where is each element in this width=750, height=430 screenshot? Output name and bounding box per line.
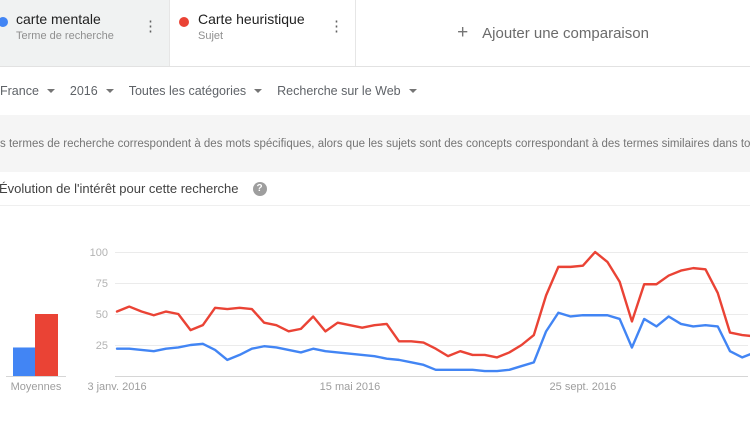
series-color-dot-blue [0, 17, 8, 27]
add-comparison-label: Ajouter une comparaison [482, 24, 649, 42]
filter-search-type-label: Recherche sur le Web [277, 84, 401, 98]
interest-over-time-chart: 25 50 75 100 Moyennes 3 janv. 2016 15 mai 2016… [6, 247, 750, 393]
filter-search-type-dropdown[interactable]: Recherche sur le Web [277, 84, 417, 98]
more-options-icon[interactable]: ⋮ [143, 18, 158, 35]
average-bar-red [35, 314, 58, 376]
term-type-label: Sujet [198, 30, 224, 42]
comparison-term-card-carte-mentale[interactable]: carte mentale Terme de recherche ⋮ [0, 0, 170, 66]
help-icon[interactable]: ? [252, 181, 267, 196]
average-bar-blue [13, 347, 35, 376]
term-type-label: Terme de recherche [16, 30, 114, 42]
y-tick-label: 75 [96, 278, 108, 290]
x-tick-label: 15 mai 2016 [320, 381, 381, 393]
filter-region-dropdown[interactable]: France [0, 84, 55, 98]
filter-period-label: 2016 [69, 84, 98, 98]
averages-label: Moyennes [11, 381, 62, 393]
trend-line-carte-heuristique [115, 250, 750, 359]
x-tick-label: 25 sept. 2016 [550, 381, 617, 393]
notice-text: s termes de recherche correspondent à de… [0, 137, 750, 150]
filter-period-dropdown[interactable]: 2016 [70, 84, 114, 98]
chevron-down-icon [408, 89, 417, 93]
plus-icon: + [457, 22, 469, 43]
more-options-icon[interactable]: ⋮ [329, 18, 344, 35]
add-comparison-button[interactable]: + Ajouter une comparaison [356, 0, 750, 66]
comparison-term-card-carte-heuristique[interactable]: Carte heuristique Sujet ⋮ [170, 0, 356, 66]
y-tick-label: 100 [90, 247, 108, 259]
chevron-down-icon [105, 89, 114, 93]
filter-category-dropdown[interactable]: Toutes les catégories [128, 84, 263, 98]
filters-bar: France 2016 Toutes les catégories Recher… [0, 67, 750, 115]
interest-over-time-card: Évolution de l'intérêt pour cette recher… [0, 172, 750, 430]
x-tick-label: 3 janv. 2016 [87, 381, 146, 393]
term-title: Carte heuristique [198, 11, 305, 27]
chart-header: Évolution de l'intérêt pour cette recher… [0, 172, 750, 206]
y-tick-label: 50 [96, 309, 108, 321]
chevron-down-icon [46, 89, 55, 93]
trend-line-carte-mentale [115, 311, 750, 373]
term-card-text: carte mentale Terme de recherche [16, 11, 114, 66]
term-card-text: Carte heuristique Sujet [198, 11, 305, 66]
y-tick-label: 25 [96, 340, 108, 352]
chevron-down-icon [254, 89, 263, 93]
chart-title: Évolution de l'intérêt pour cette recher… [0, 181, 239, 196]
filter-category-label: Toutes les catégories [128, 84, 247, 98]
series-color-dot-red [179, 17, 189, 27]
filter-region-label: France [0, 84, 39, 98]
term-title: carte mentale [16, 11, 101, 27]
info-notice-bar: s termes de recherche correspondent à de… [0, 115, 750, 172]
comparison-cards-row: carte mentale Terme de recherche ⋮ Carte… [0, 0, 750, 67]
